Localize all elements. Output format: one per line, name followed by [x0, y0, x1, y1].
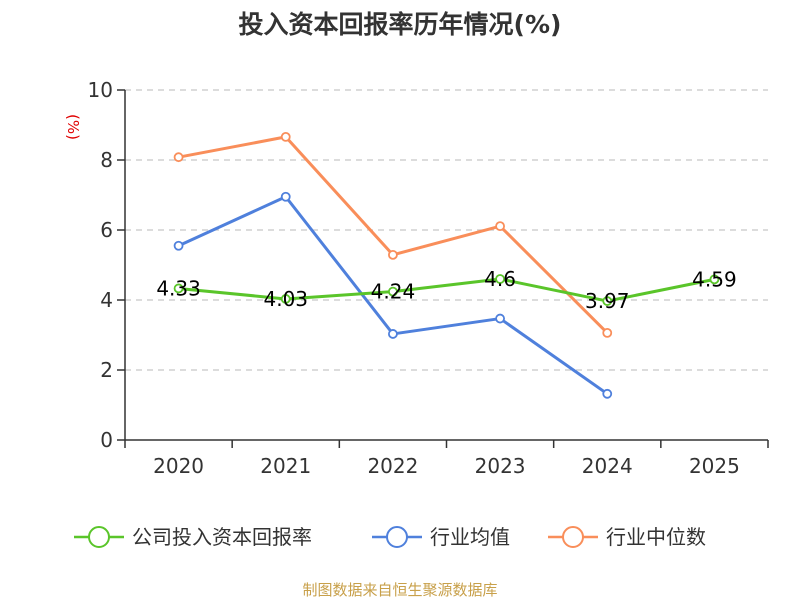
y-tick-label: 8: [100, 148, 113, 172]
legend-label: 行业中位数: [606, 525, 706, 549]
data-label-2020: 4.33: [156, 276, 201, 300]
x-tick-label-2025: 2025: [689, 454, 740, 478]
y-tick-label: 4: [100, 288, 113, 312]
x-tick-label-2023: 2023: [475, 454, 526, 478]
point-median-2023[interactable]: [495, 221, 505, 232]
point-avg-2021[interactable]: [280, 191, 291, 202]
x-tick-label-2021: 2021: [260, 454, 311, 478]
point-median-2020[interactable]: [173, 152, 184, 163]
y-tick-label: 10: [88, 78, 113, 102]
data-label-2023: 4.6: [484, 267, 516, 291]
data-label-2025: 4.59: [692, 267, 737, 291]
legend-swatch-marker: [562, 526, 584, 548]
data-label-2021: 4.03: [263, 287, 308, 311]
series-group: [173, 131, 720, 399]
gridlines: [125, 89, 768, 371]
data-source-note: 制图数据来自恒生聚源数据库: [302, 581, 497, 599]
data-label-2024: 3.97: [585, 289, 630, 313]
legend-item-avg[interactable]: 行业均值: [372, 525, 510, 549]
y-tick-label: 2: [100, 358, 113, 382]
legend-swatch-marker: [88, 526, 110, 548]
point-avg-2022[interactable]: [388, 329, 398, 339]
x-tick-label-2020: 2020: [153, 454, 204, 478]
axes: 0 2 4 6 8 10 2020 2021 2022 2023 2024 2025: [88, 78, 769, 478]
point-company-2023[interactable]: [495, 274, 505, 284]
point-company-2021[interactable]: [280, 294, 291, 304]
point-avg-2023[interactable]: [495, 313, 505, 324]
series-line-company: [178, 277, 715, 303]
point-company-2025[interactable]: [709, 274, 720, 285]
chart-title: 投入资本回报率历年情况(%): [239, 10, 562, 39]
point-company-2020[interactable]: [173, 283, 184, 294]
legend-swatch-marker: [386, 526, 408, 548]
x-tick-label-2022: 2022: [367, 454, 418, 478]
y-axis-unit-label: (%): [64, 114, 82, 140]
data-labels: 4.33 4.03 4.24 4.6 3.97 4.59: [156, 267, 736, 313]
legend-item-median[interactable]: 行业中位数: [548, 525, 706, 549]
y-tick-label: 6: [100, 218, 113, 242]
point-median-2021[interactable]: [280, 131, 291, 142]
point-median-2024[interactable]: [602, 327, 613, 338]
legend[interactable]: 公司投入资本回报率 行业均值 行业中位数: [74, 525, 706, 549]
point-company-2022[interactable]: [388, 286, 398, 297]
legend-item-company[interactable]: 公司投入资本回报率: [74, 525, 312, 549]
legend-label: 公司投入资本回报率: [132, 525, 312, 549]
point-avg-2020[interactable]: [173, 240, 184, 251]
y-tick-label: 0: [100, 428, 113, 452]
x-tick-label-2024: 2024: [582, 454, 633, 478]
legend-label: 行业均值: [430, 525, 510, 549]
point-median-2022[interactable]: [388, 249, 398, 260]
point-avg-2024[interactable]: [602, 388, 613, 399]
data-label-2022: 4.24: [371, 280, 416, 304]
point-company-2024[interactable]: [602, 296, 613, 306]
